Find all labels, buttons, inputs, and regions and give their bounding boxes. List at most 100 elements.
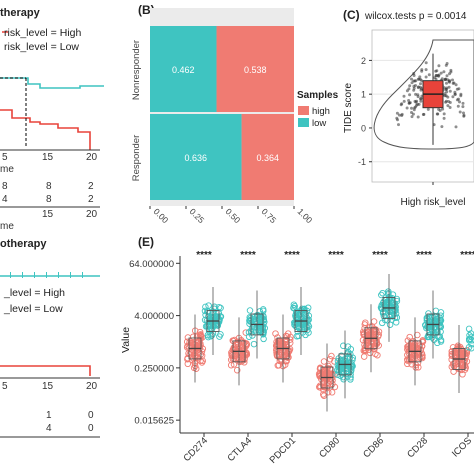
panel-c: (C) wilcox.tests p = 0.0014 2 1 0 -1 TIDE s… <box>343 8 474 208</box>
panel-e-point-high <box>190 348 197 356</box>
panel-c-point <box>435 69 439 73</box>
panel-c-point <box>417 85 420 89</box>
panel-b-xtick-label: 1.00 <box>296 206 315 225</box>
panel-a-tick-20: 20 <box>86 152 98 163</box>
panel-c-point <box>440 125 444 129</box>
panel-c-ytick-label: -1 <box>358 157 366 167</box>
panel-c-point <box>454 83 458 87</box>
panel-c-point <box>458 110 462 114</box>
panel-a-legend-high: risk_level = High <box>4 27 81 39</box>
panel-e-point-high <box>316 364 324 372</box>
panel-c-point <box>396 118 399 122</box>
panel-c-point <box>410 106 413 110</box>
panel-c-point <box>456 104 460 108</box>
panel-b-legend-high-swatch <box>298 106 309 115</box>
panel-a: therapy risk_level = High risk_level = L… <box>0 7 104 232</box>
panel-a-title: therapy <box>0 7 41 19</box>
panel-c-xlabel: High risk_level <box>400 197 465 208</box>
panel-c-point <box>399 103 403 107</box>
panel-e-point-low <box>392 310 400 317</box>
panel-e-category-label: PDCD1 <box>268 435 299 466</box>
panel-c-point <box>448 89 452 93</box>
panel-b-category-responder: Responder <box>131 135 142 181</box>
panel-e-point-low <box>378 291 385 299</box>
panel-c-point <box>442 116 446 120</box>
panel-c-point <box>419 97 423 101</box>
panel-e-ytick-label: 0.015625 <box>134 416 174 427</box>
panel-e-point-high <box>375 328 383 335</box>
panel-a-risk-r2c3: 2 <box>88 194 94 205</box>
panel-e-point-high <box>190 350 198 358</box>
panel-a-curve-low <box>0 77 104 89</box>
panel-b-xtick-label: 0.50 <box>224 206 243 225</box>
panel-a-risk-tick-20: 20 <box>86 209 98 220</box>
panel-c-point <box>407 99 411 102</box>
panel-a-tick-15: 15 <box>42 152 54 163</box>
panel-e-point-high <box>274 341 282 348</box>
panel-e-point-high <box>274 334 281 341</box>
panel-e-point-low <box>392 307 399 314</box>
panel-e-point-low <box>215 303 223 311</box>
panel-c-point <box>444 87 448 91</box>
panel-e-point-low <box>245 333 253 340</box>
panel-c-point <box>437 107 441 111</box>
panel-c-point <box>417 102 421 106</box>
panel-e-point-low <box>466 332 473 339</box>
panel-e-label: (E) <box>138 235 154 249</box>
panel-e-point-high <box>315 370 323 378</box>
panel-e-point-low <box>437 312 444 319</box>
panel-c-point <box>416 95 420 99</box>
panel-a-tick-5: 5 <box>2 152 8 163</box>
panel-b-category-nonresponder: Nonresponder <box>131 40 142 100</box>
panel-e-point-high <box>448 348 456 355</box>
panel-e-significance: **** <box>460 250 474 261</box>
panel-e-point-low <box>246 307 254 314</box>
panel-c-point <box>419 99 423 103</box>
panel-e-point-low <box>386 295 394 302</box>
panel-e-point-low <box>424 333 431 341</box>
panel-a-risk-r1c1: 8 <box>2 181 8 192</box>
panel-c-point <box>410 111 413 114</box>
panel-c-point <box>445 74 449 78</box>
panel-e-point-high <box>404 360 411 368</box>
panel-e-point-low <box>217 331 224 338</box>
panel-c-point <box>410 81 414 85</box>
panel-e-point-high <box>275 362 283 369</box>
panel-e-significance: **** <box>284 250 300 261</box>
panel-e-point-low <box>259 306 267 313</box>
panel-c-point <box>459 94 463 98</box>
panel-c-label: (C) <box>343 8 360 22</box>
panel-d-tick-5: 5 <box>2 381 8 392</box>
panel-e-point-low <box>436 318 444 326</box>
panel-e-point-high <box>237 356 245 364</box>
panel-c-point <box>433 76 437 80</box>
panel-b-legend-title: Samples <box>297 90 339 101</box>
panel-d-tick-20: 20 <box>86 381 98 392</box>
panel-d-censor-marks <box>10 272 83 278</box>
panel-e-point-low <box>291 302 298 310</box>
panel-e-point-low <box>349 362 356 370</box>
panel-e-ylabel: Value <box>120 327 132 353</box>
panel-e-point-low <box>383 301 390 308</box>
panel-c-point <box>420 68 424 72</box>
panel-b-legend-low: low <box>312 118 326 129</box>
panel-e-point-low <box>249 332 256 339</box>
panel-e-point-low <box>340 369 347 377</box>
panel-e: (E) 64.000000 4.000000 0.250000 0.015625 **… <box>120 235 474 466</box>
panel-c-point <box>402 99 406 103</box>
panel-e-category-label: CD86 <box>361 435 386 460</box>
panel-c-point <box>400 112 404 116</box>
panel-e-point-high <box>197 331 204 338</box>
bar-label-high-responder: 0.364 <box>257 153 280 163</box>
panel-e-point-high <box>414 331 421 339</box>
panel-c-point <box>451 78 454 82</box>
panel-c-point <box>439 71 443 75</box>
panel-e-ytick-label: 64.000000 <box>129 259 174 270</box>
panel-e-point-high <box>183 344 191 351</box>
panel-c-point <box>437 73 441 77</box>
bar-label-high-nonresponder: 0.538 <box>244 65 267 75</box>
panel-e-point-low <box>298 305 306 313</box>
panel-c-point <box>461 101 465 105</box>
panel-e-point-low <box>248 325 256 333</box>
